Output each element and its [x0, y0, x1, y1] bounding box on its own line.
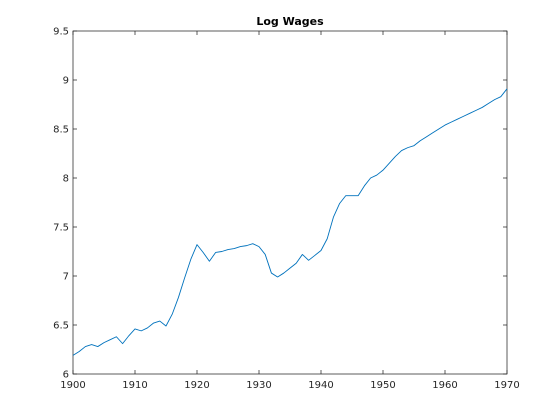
y-tick-label: 6.5: [53, 321, 69, 332]
x-tick-label: 1960: [432, 380, 457, 391]
y-tick-label: 9: [63, 76, 69, 87]
y-tick-label: 7.5: [53, 223, 69, 234]
x-tick-label: 1950: [370, 380, 395, 391]
x-tick-label: 1970: [494, 380, 519, 391]
y-tick-label: 8.5: [53, 125, 69, 136]
x-tick-label: 1910: [122, 380, 147, 391]
x-axis: 1900 1910 1920 1930 1940 1950 1960 1970: [60, 31, 520, 391]
x-tick-label: 1900: [60, 380, 85, 391]
x-tick-label: 1940: [308, 380, 333, 391]
series-group: [72, 88, 508, 356]
y-axis: 6 6.5 7 7.5 8 8.5 9 9.5: [53, 27, 507, 381]
y-tick-label: 9.5: [53, 27, 69, 38]
x-tick-label: 1920: [184, 380, 209, 391]
x-tick-label: 1930: [246, 380, 271, 391]
plot-area: [72, 30, 508, 375]
y-tick-label: 8: [63, 174, 69, 185]
chart-title: Log Wages: [256, 15, 324, 28]
y-tick-label: 7: [63, 272, 69, 283]
y-tick-label: 6: [63, 370, 69, 381]
series-line: [72, 88, 508, 356]
